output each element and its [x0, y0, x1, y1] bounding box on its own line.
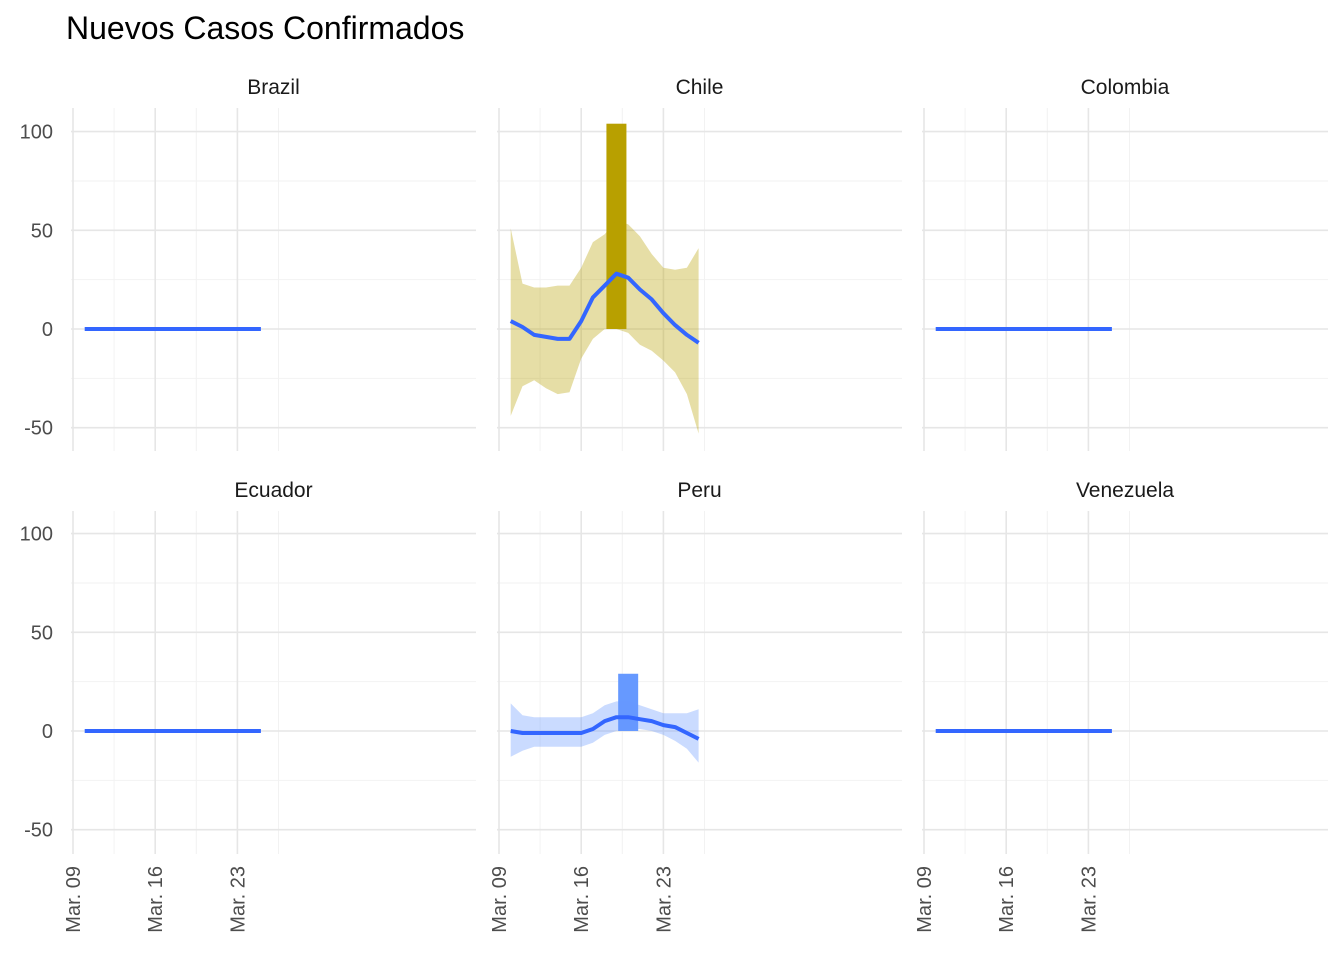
x-tick-label: Mar. 23: [653, 866, 675, 933]
facet-title-chile: Chile: [676, 76, 724, 99]
x-tick-label: Mar. 23: [1078, 866, 1100, 933]
confidence-band-peru: [510, 701, 699, 763]
x-tick-label: Mar. 16: [145, 866, 167, 933]
y-tick-label: 0: [42, 721, 53, 743]
facet-title-brazil: Brazil: [247, 76, 300, 99]
y-tick-label: 50: [31, 622, 53, 644]
smooth-line-chile: [509, 271, 700, 345]
facet-title-ecuador: Ecuador: [234, 479, 312, 502]
facet-title-colombia: Colombia: [1081, 76, 1170, 99]
x-tick-label: Mar. 09: [489, 866, 511, 933]
x-tick-label: Mar. 16: [571, 866, 593, 933]
y-tick-label: 0: [42, 319, 53, 341]
y-tick-label: 100: [20, 524, 53, 546]
facet-title-venezuela: Venezuela: [1076, 479, 1174, 502]
x-tick-label: Mar. 16: [996, 866, 1018, 933]
chart-title: Nuevos Casos Confirmados: [66, 10, 465, 46]
y-tick-label: 50: [31, 220, 53, 242]
confidence-band-chile: [510, 220, 699, 434]
x-tick-label: Mar. 09: [914, 866, 936, 933]
facet-title-peru: Peru: [677, 479, 721, 502]
y-tick-label: 100: [20, 122, 53, 144]
y-tick-label: -50: [24, 820, 53, 842]
smooth-line-peru: [510, 715, 700, 741]
x-tick-label: Mar. 23: [227, 866, 249, 933]
y-tick-label: -50: [24, 418, 53, 440]
x-tick-label: Mar. 09: [63, 866, 85, 933]
